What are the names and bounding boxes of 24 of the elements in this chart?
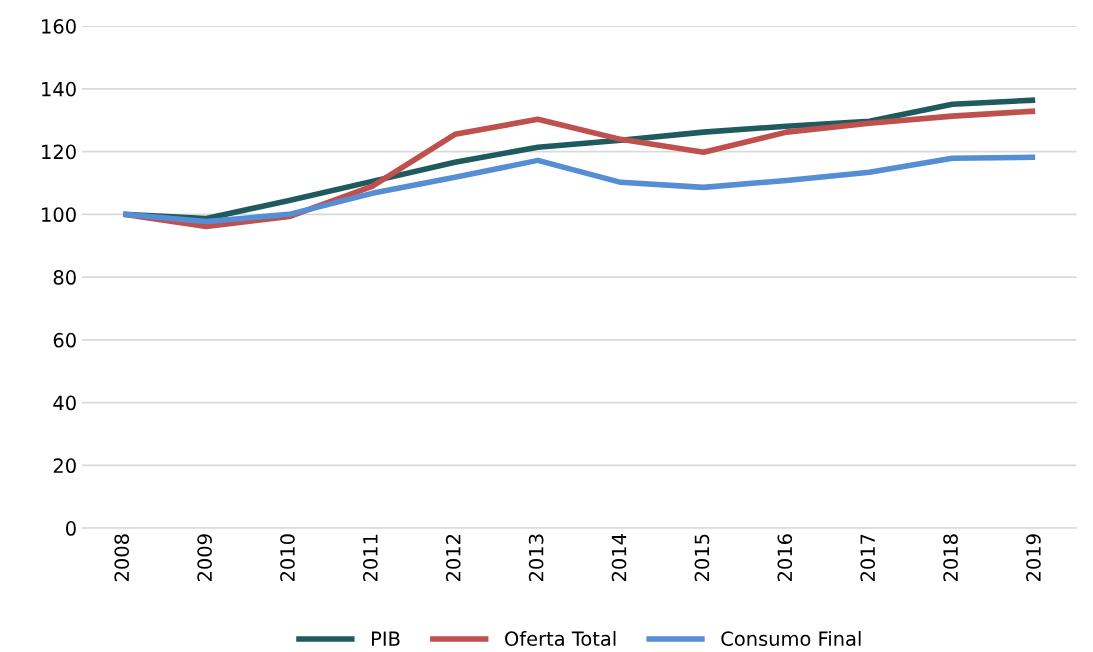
legend-label: Consumo Final <box>721 630 861 647</box>
x-tick-label: 2013 <box>528 534 544 582</box>
x-tick-label: 2012 <box>445 534 461 582</box>
y-tick-label: 100 <box>42 207 76 223</box>
x-tick-label: 2016 <box>777 534 793 582</box>
y-tick-label: 40 <box>53 395 76 411</box>
y-tick-label: 20 <box>53 458 76 474</box>
x-tick-label: 2009 <box>197 534 212 582</box>
y-tick-label: 80 <box>53 270 76 285</box>
y-tick-label: 120 <box>42 144 76 160</box>
y-tick-label: 140 <box>42 81 76 97</box>
x-tick-label: 2010 <box>280 534 295 582</box>
x-tick-label: 2015 <box>694 534 710 582</box>
y-tick-label: 160 <box>42 19 76 34</box>
x-tick-label: 2017 <box>860 534 876 582</box>
x-tick-label: 2019 <box>1026 534 1041 582</box>
x-tick-label: 2011 <box>363 534 378 582</box>
x-tick-label: 2008 <box>114 534 130 582</box>
y-tick-label: 0 <box>66 521 76 536</box>
legend-label: Oferta Total <box>505 630 616 647</box>
x-tick-label: 2018 <box>943 534 958 582</box>
y-tick-label: 60 <box>53 332 76 348</box>
legend-label: PIB <box>372 631 400 646</box>
x-tick-label: 2014 <box>611 534 627 582</box>
